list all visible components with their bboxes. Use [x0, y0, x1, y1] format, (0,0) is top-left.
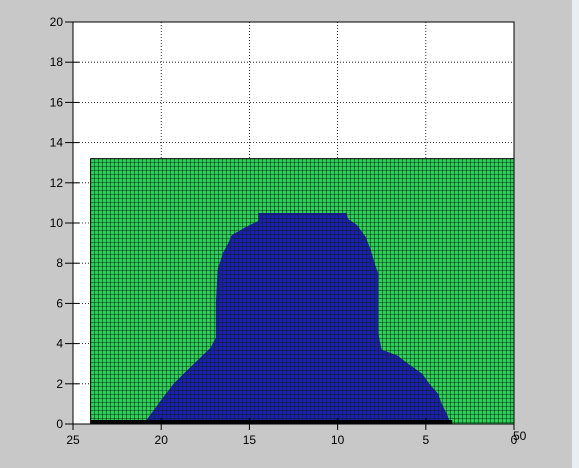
y-tick-label: 4	[56, 337, 63, 351]
x-tick-label: 0	[511, 433, 518, 447]
y-tick-label: 2	[56, 377, 63, 391]
x-tick-label: 25	[66, 433, 80, 447]
y-tick-label: 16	[50, 95, 64, 109]
x-tick-label: 20	[155, 433, 169, 447]
y-tick-label: 12	[50, 176, 64, 190]
y-tick-label: 18	[50, 55, 64, 69]
axes	[65, 21, 515, 430]
y-tick-label: 20	[50, 15, 64, 29]
window-edge	[572, 0, 579, 468]
y-tick-label: 6	[56, 296, 63, 310]
y-tick-label: 14	[50, 136, 64, 150]
x-tick-label: 15	[243, 433, 257, 447]
x-tick-label: 5	[422, 433, 429, 447]
y-tick-label: 0	[56, 417, 63, 431]
extra-axis-label: 50	[513, 429, 527, 443]
y-tick-label: 10	[50, 216, 64, 230]
y-tick-labels: 0 2 4 6 8 10 12 14 16 18 20	[50, 15, 64, 431]
x-tick-label: 10	[331, 433, 345, 447]
y-tick-label: 8	[56, 256, 63, 270]
x-tick-labels: 25 20 15 10 5 0	[66, 433, 517, 447]
surface	[90, 158, 515, 425]
